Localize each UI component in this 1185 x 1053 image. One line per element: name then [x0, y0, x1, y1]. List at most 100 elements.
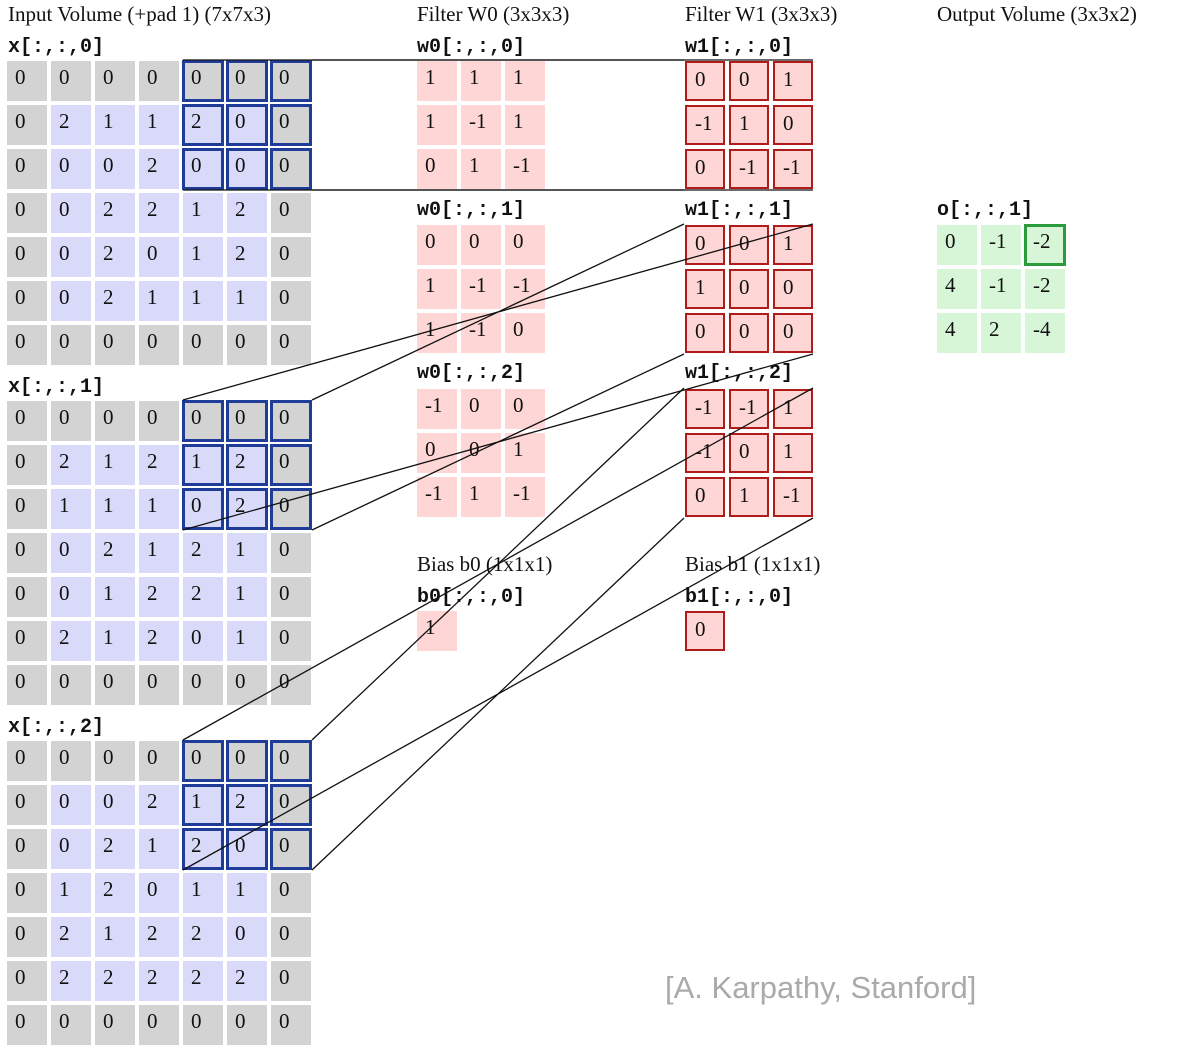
input-cell: 0: [51, 281, 91, 321]
input-cell: 2: [183, 533, 223, 573]
input-cell: 2: [51, 621, 91, 661]
input-cell: 0: [7, 621, 47, 661]
input-slice-label: x[:,:,2]: [8, 716, 105, 739]
input-cell: 0: [7, 445, 47, 485]
receptive-field-box: [182, 60, 224, 102]
input-cell: 1: [227, 533, 267, 573]
input-cell: 0: [227, 61, 267, 101]
input-cell: 0: [51, 193, 91, 233]
input-cell: 0: [271, 105, 311, 145]
receptive-field-box: [226, 400, 268, 442]
w1-cell: 0: [729, 61, 769, 101]
receptive-field-box: [226, 60, 268, 102]
w1-cell: 0: [773, 269, 813, 309]
w0-cell: 0: [505, 225, 545, 265]
receptive-field-box: [226, 740, 268, 782]
input-cell: 0: [51, 401, 91, 441]
w0-cell: 1: [417, 61, 457, 101]
input-cell: 0: [271, 577, 311, 617]
input-cell: 1: [183, 193, 223, 233]
w1-cell: -1: [773, 149, 813, 189]
input-cell: 0: [227, 325, 267, 365]
input-cell: 1: [139, 533, 179, 573]
input-cell: 1: [95, 445, 135, 485]
input-cell: 0: [7, 961, 47, 1001]
receptive-field-box: [270, 400, 312, 442]
input-cell: 0: [183, 1005, 223, 1045]
b1-cell: 0: [685, 611, 725, 651]
input-cell: 0: [51, 665, 91, 705]
output-cell: -1: [981, 269, 1021, 309]
input-cell: 0: [7, 105, 47, 145]
receptive-field-box: [270, 104, 312, 146]
w0-cell: -1: [505, 149, 545, 189]
receptive-field-box: [270, 444, 312, 486]
input-cell: 0: [95, 325, 135, 365]
input-cell: 1: [139, 829, 179, 869]
input-cell: 0: [51, 741, 91, 781]
input-cell: 0: [95, 785, 135, 825]
input-cell: 0: [95, 741, 135, 781]
receptive-field-box: [270, 148, 312, 190]
input-slice-label: x[:,:,1]: [8, 376, 105, 399]
w0-slice-label: w0[:,:,1]: [417, 199, 526, 222]
w0-cell: 1: [505, 61, 545, 101]
w1-cell: 1: [773, 225, 813, 265]
input-cell: 1: [95, 621, 135, 661]
input-cell: 0: [139, 401, 179, 441]
input-cell: 0: [271, 281, 311, 321]
output-slice-label: o[:,:,1]: [937, 199, 1034, 222]
input-cell: 0: [227, 149, 267, 189]
w0-cell: 1: [417, 313, 457, 353]
input-cell: 0: [51, 61, 91, 101]
input-cell: 0: [271, 325, 311, 365]
filter-w0-title: Filter W0 (3x3x3): [417, 2, 570, 26]
output-cell: -1: [981, 225, 1021, 265]
w0-cell: 1: [505, 105, 545, 145]
input-cell: 0: [183, 665, 223, 705]
w0-cell: 1: [461, 477, 501, 517]
w1-cell: 0: [685, 477, 725, 517]
w1-cell: 0: [729, 313, 769, 353]
receptive-field-box: [270, 60, 312, 102]
output-cell: -2: [1025, 225, 1065, 265]
receptive-field-box: [226, 444, 268, 486]
input-cell: 0: [183, 325, 223, 365]
input-cell: 2: [51, 961, 91, 1001]
input-cell: 0: [227, 1005, 267, 1045]
w1-cell: -1: [729, 389, 769, 429]
output-cell: 4: [937, 313, 977, 353]
input-cell: 0: [7, 237, 47, 277]
bias-b0-title: Bias b0 (1x1x1): [417, 552, 553, 576]
receptive-field-box: [270, 784, 312, 826]
input-cell: 0: [271, 873, 311, 913]
input-cell: 1: [227, 281, 267, 321]
input-cell: 2: [227, 961, 267, 1001]
input-cell: 0: [7, 577, 47, 617]
receptive-field-box: [182, 104, 224, 146]
input-cell: 1: [51, 873, 91, 913]
input-cell: 0: [51, 149, 91, 189]
input-cell: 0: [51, 577, 91, 617]
input-cell: 2: [95, 873, 135, 913]
receptive-field-box: [226, 148, 268, 190]
input-cell: 0: [271, 149, 311, 189]
input-cell: 1: [51, 489, 91, 529]
input-cell: 0: [227, 917, 267, 957]
w1-cell: -1: [685, 105, 725, 145]
receptive-field-box: [270, 488, 312, 530]
input-cell: 0: [7, 401, 47, 441]
input-cell: 0: [183, 621, 223, 661]
input-cell: 2: [139, 785, 179, 825]
input-cell: 0: [7, 665, 47, 705]
input-cell: 0: [139, 61, 179, 101]
input-cell: 1: [183, 281, 223, 321]
input-cell: 1: [95, 489, 135, 529]
w1-cell: 1: [729, 477, 769, 517]
b1-label: b1[:,:,0]: [685, 586, 794, 609]
w1-cell: 0: [729, 225, 769, 265]
receptive-field-box: [270, 740, 312, 782]
input-cell: 0: [7, 489, 47, 529]
input-cell: 0: [7, 149, 47, 189]
receptive-field-box: [182, 488, 224, 530]
